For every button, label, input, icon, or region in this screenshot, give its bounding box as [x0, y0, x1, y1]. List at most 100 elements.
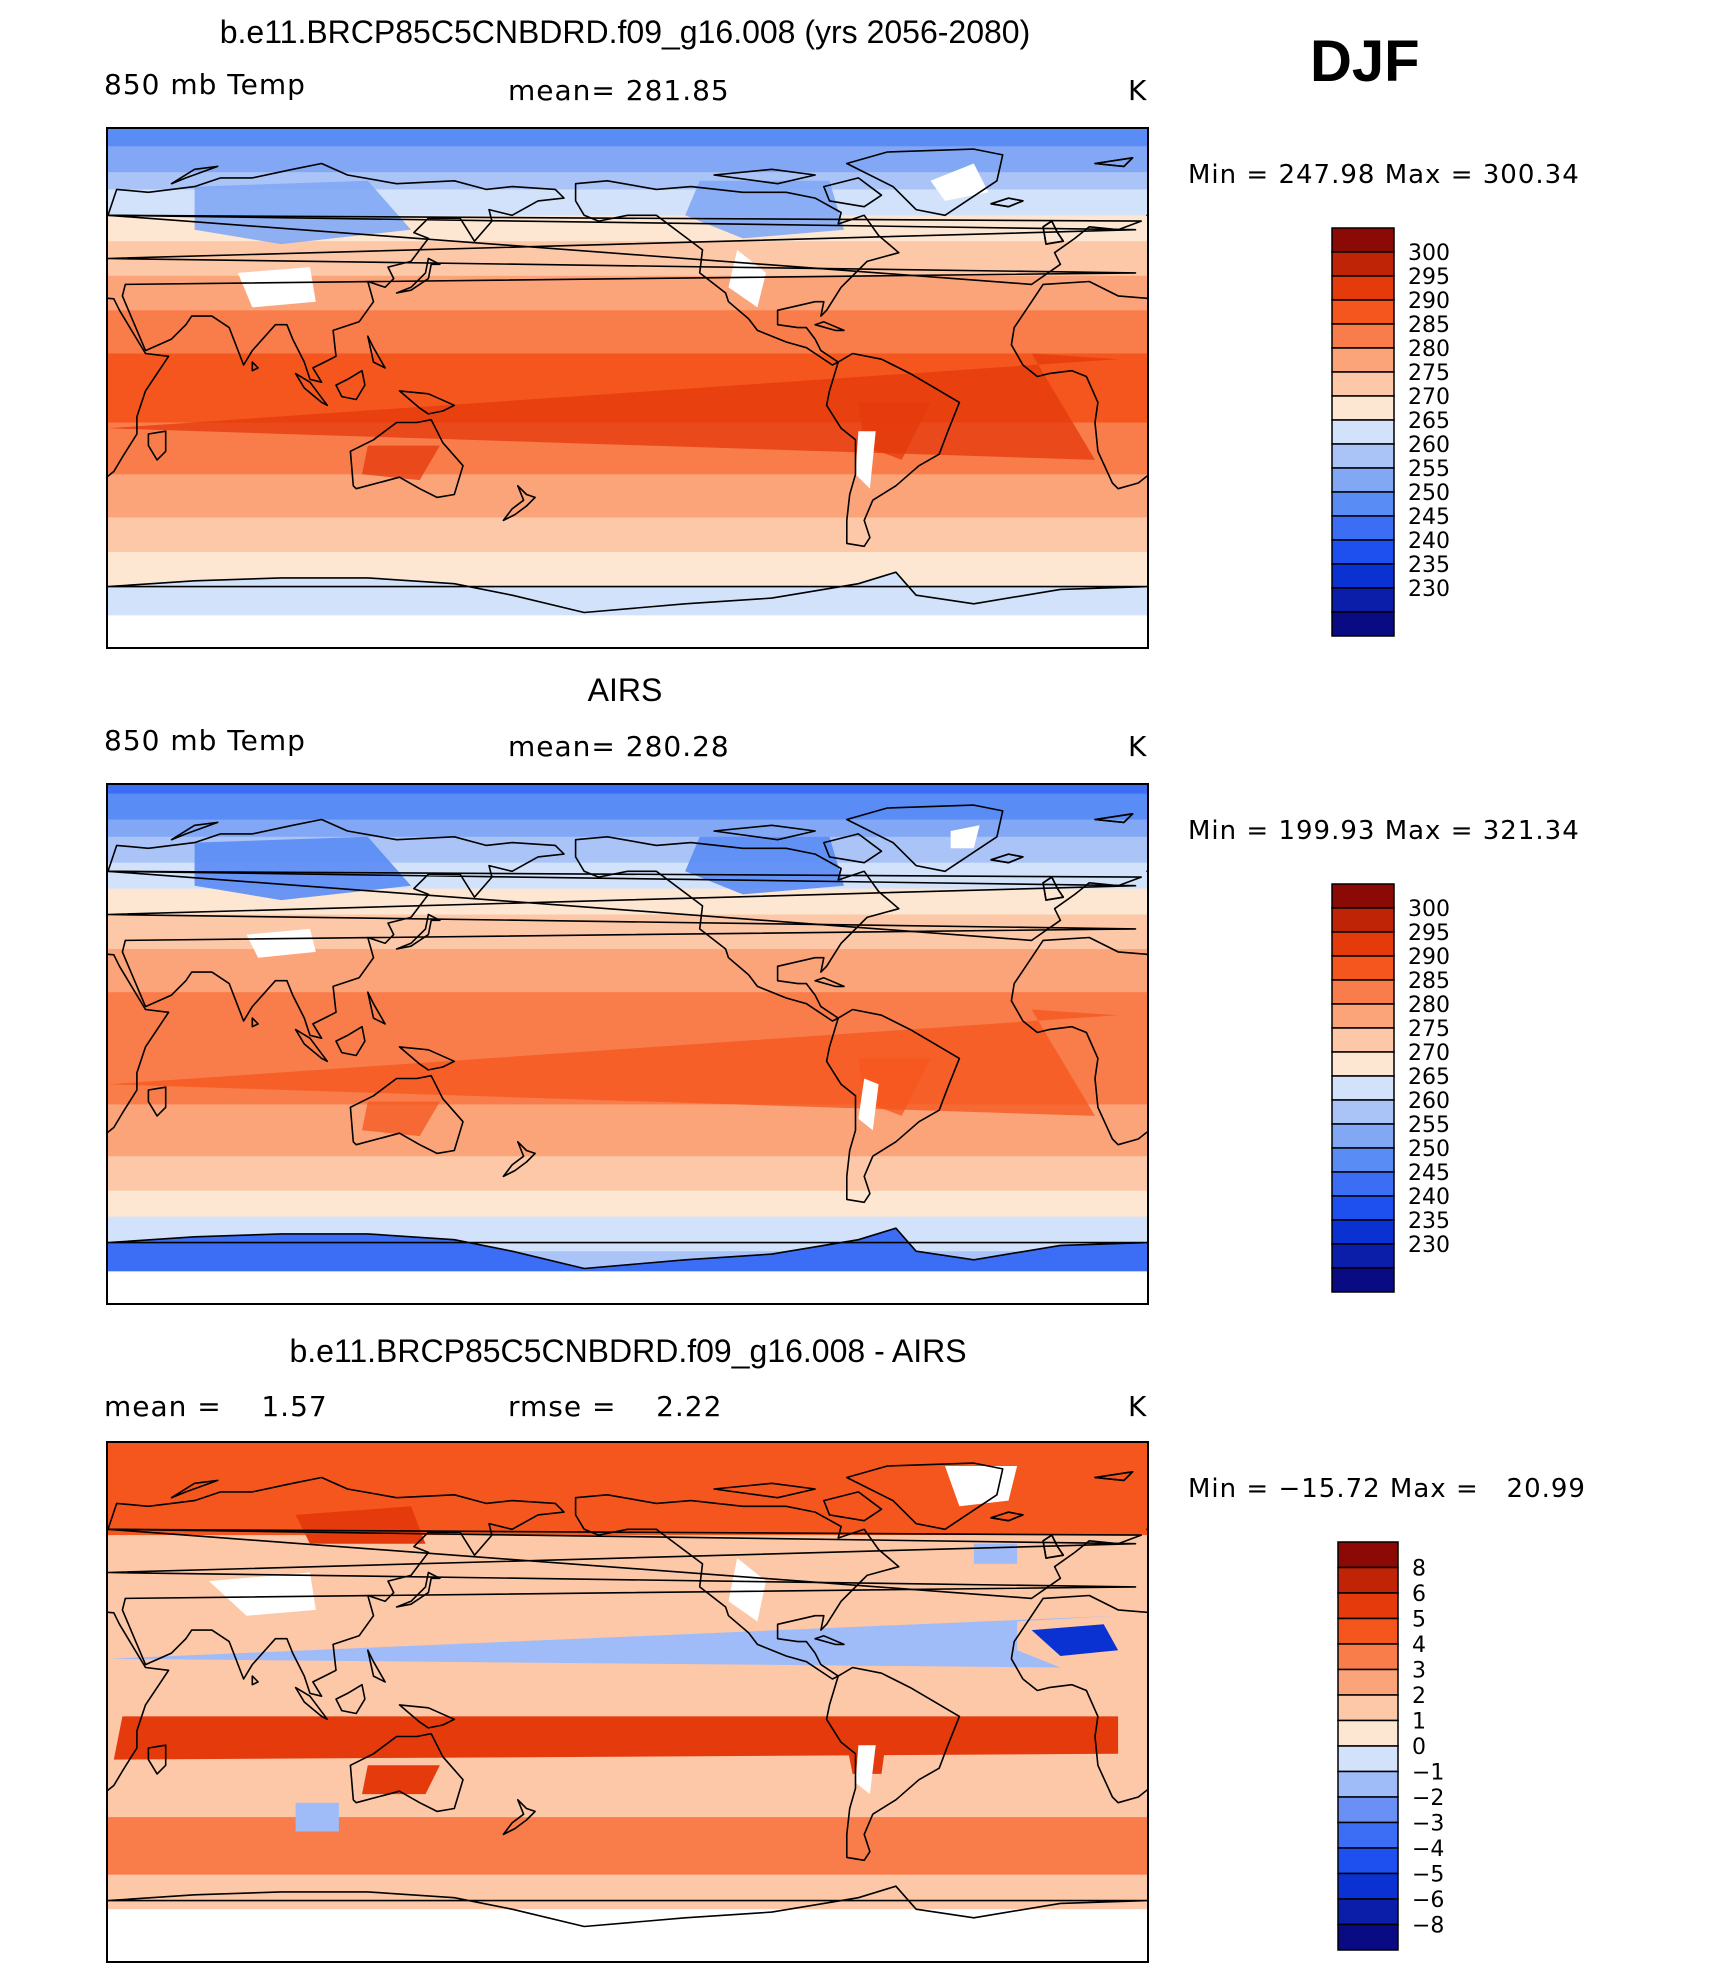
panel2-map-coast-north-america: [574, 836, 900, 1022]
panel2-map-band: [108, 1026, 1147, 1036]
panel2-map-coastlines: [108, 804, 1147, 1270]
panel3-colorbar-tick-label: −2: [1412, 1786, 1444, 1811]
panel3-map-coast-baffin: [823, 1491, 883, 1522]
panel3-colorbar-tick-label: −1: [1412, 1761, 1444, 1786]
panel2-map-band: [108, 974, 1147, 985]
panel2-colorbar-tick-label: 270: [1408, 1041, 1450, 1066]
panel1-colorbar-tick-label: 265: [1408, 409, 1450, 434]
panel2-colorbar-swatch: [1331, 907, 1395, 933]
panel2-colorbar-swatch: [1331, 1003, 1395, 1029]
panel2-colorbar-tick-label: 235: [1408, 1209, 1450, 1234]
panel3-colorbar-tick-label: 0: [1412, 1735, 1426, 1760]
panel2-map-coast-eurasia: [108, 818, 1137, 1039]
panel2-map-band: [108, 793, 1147, 803]
panel1-colorbar-swatch: [1331, 563, 1395, 589]
panel3-map-coast-australia: [349, 1732, 464, 1813]
panel1-map-band: [108, 388, 1147, 398]
panel2-colorbar-tick-label: 250: [1408, 1137, 1450, 1162]
panel1-map-band: [108, 172, 1147, 182]
panel2-map-band: [108, 819, 1147, 829]
panel1-colorbar-swatch: [1331, 587, 1395, 613]
panel2-map-band: [108, 1216, 1147, 1226]
panel3-colorbar-swatch: [1337, 1694, 1399, 1722]
panel1-colorbar-swatch: [1331, 251, 1395, 277]
panel1-colorbar-tick-label: 285: [1408, 313, 1450, 338]
panel1-colorbar-tick-label: 295: [1408, 265, 1450, 290]
panel2-colorbar-tick-label: 300: [1408, 897, 1450, 922]
panel1-map-band: [108, 154, 1147, 165]
panel2-map-coast-madagascar: [147, 1086, 167, 1117]
panel3-map-warm-patch: [362, 1765, 440, 1795]
panel2-map-band: [108, 992, 1147, 1002]
panel1-map-coast-north-america: [574, 180, 900, 366]
panel1-map-band: [108, 137, 1147, 147]
panel1-map-band: [108, 552, 1147, 562]
panel3-map-svg: [108, 1443, 1147, 1961]
panel2-map-coast-south-america: [825, 1008, 961, 1204]
panel3-map-missing-data: [728, 1558, 766, 1622]
panel1-variable: 850 mb Temp: [104, 68, 306, 101]
panel2-map-band: [108, 1009, 1147, 1019]
panel1-colorbar-swatch: [1331, 299, 1395, 325]
panel1-map-coast-antarctica: [108, 571, 1147, 614]
panel3-colorbar-tick-label: 3: [1412, 1659, 1426, 1684]
panel1-map-band: [108, 577, 1147, 588]
panel1-map-band: [108, 569, 1147, 579]
panel2-colorbar-tick-label: 275: [1408, 1017, 1450, 1042]
panel1-colorbar-swatch: [1331, 227, 1395, 253]
panel3-map-coast-cuba: [814, 1635, 845, 1646]
panel1-map-band: [108, 301, 1147, 311]
panel1-map-band: [108, 353, 1147, 363]
panel1-map-warm-region: [362, 445, 440, 481]
panel1-map-band: [108, 465, 1147, 475]
panel2-units: K: [1128, 730, 1148, 763]
panel1-map-band: [108, 448, 1147, 458]
panel1-colorbar-tick-label: 290: [1408, 289, 1450, 314]
panel3-map-coast-europe-west: [108, 1528, 1142, 1600]
panel1-colorbar-tick-label: 280: [1408, 337, 1450, 362]
panel1-map-band: [108, 310, 1147, 320]
panel1-colorbar-swatch: [1331, 515, 1395, 541]
panel2-colorbar-swatch: [1331, 1099, 1395, 1125]
panel1-colorbar-tick-label: 275: [1408, 361, 1450, 386]
panel2-variable: 850 mb Temp: [104, 724, 306, 757]
panel2-map-band: [108, 1035, 1147, 1045]
panel2-map-coast-philippines: [367, 991, 386, 1025]
panel3-colorbar-swatch: [1337, 1719, 1399, 1747]
panel1-map-coast-philippines: [367, 335, 386, 369]
panel2-map-band: [108, 879, 1147, 890]
panel2-map-band: [108, 1190, 1147, 1200]
panel3-map-coast-svalbard-wrap: [1094, 1471, 1134, 1482]
panel1-map-svg: [108, 129, 1147, 647]
panel1-map-coast-britain-wrap: [1042, 220, 1065, 245]
panel2-colorbar: 3002952902852802752702652602552502452402…: [1331, 883, 1450, 1293]
panel3-rmse: rmse = 2.22: [508, 1390, 723, 1423]
panel3-colorbar-swatch: [1337, 1847, 1399, 1875]
panel2-map-coast-antarctica: [108, 1227, 1147, 1270]
panel1-map-band: [108, 293, 1147, 303]
panel3-colorbar-tick-label: 5: [1412, 1608, 1426, 1633]
panel3-colorbar-tick-label: −3: [1412, 1812, 1444, 1837]
panel1-map-coastlines: [108, 148, 1147, 614]
panel1-colorbar-tick-label: 260: [1408, 433, 1450, 458]
panel2-minmax: Min = 199.93 Max = 321.34: [1188, 816, 1580, 846]
panel2-map-band: [108, 1130, 1147, 1140]
panel3-map: [106, 1441, 1149, 1963]
panel2-map-band: [108, 897, 1147, 907]
panel3-map-warm-patch: [113, 1716, 1119, 1760]
panel1-map-missing-data: [930, 163, 989, 201]
panel3-colorbar-swatch: [1337, 1668, 1399, 1696]
panel1-map-band: [108, 508, 1147, 519]
panel3-colorbar-swatch: [1337, 1617, 1399, 1645]
panel2-map-band: [108, 828, 1147, 838]
panel2-map-coast-svalbard-wrap: [1094, 813, 1134, 824]
panel1-map-band: [108, 362, 1147, 372]
panel3-map-sahara-cold: [1031, 1624, 1119, 1656]
panel2-map-coast-iceland-wrap: [990, 853, 1024, 864]
panel1-map-band: [108, 543, 1147, 553]
panel3-map-coast-japan: [395, 1571, 441, 1608]
panel3-map-coast-sumatra: [294, 1686, 329, 1721]
panel2-map-band: [108, 957, 1147, 967]
panel3-map-coast-iceland-wrap: [990, 1511, 1024, 1522]
